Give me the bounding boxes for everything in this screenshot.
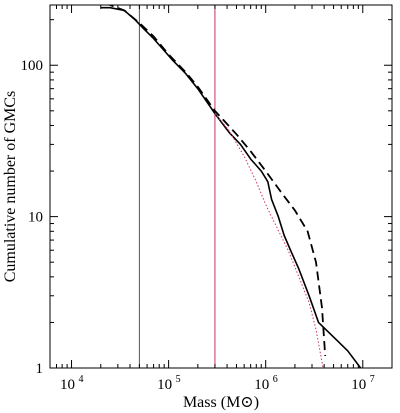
series-solid-line [100,6,362,368]
series-lines [100,5,362,368]
series-dashed-line [106,5,327,357]
axis-ticks [49,5,393,369]
y-axis-title: Cumulative number of GMCs [2,91,19,283]
series-dotted-line [214,113,324,368]
y-tick-label: 100 [21,58,44,74]
y-tick-label: 10 [28,210,43,226]
y-tick-label: 1 [36,361,44,377]
x-tick-exponent: 7 [370,374,375,385]
y-tick-labels: 1 10 100 [21,58,44,377]
reference-lines [138,5,216,368]
x-tick-exponent: 5 [176,374,181,385]
x-tick-exponent: 6 [273,374,278,385]
x-tick-label: 10 [351,377,366,393]
x-tick-labels: 10 4 10 5 10 6 10 7 [60,374,375,393]
x-tick-exponent: 4 [79,374,84,385]
x-tick-label: 10 [157,377,172,393]
plot-frame [49,4,393,369]
x-tick-label: 10 [254,377,269,393]
x-tick-label: 10 [60,377,75,393]
x-axis-title: Mass (M⊙) [183,394,259,411]
